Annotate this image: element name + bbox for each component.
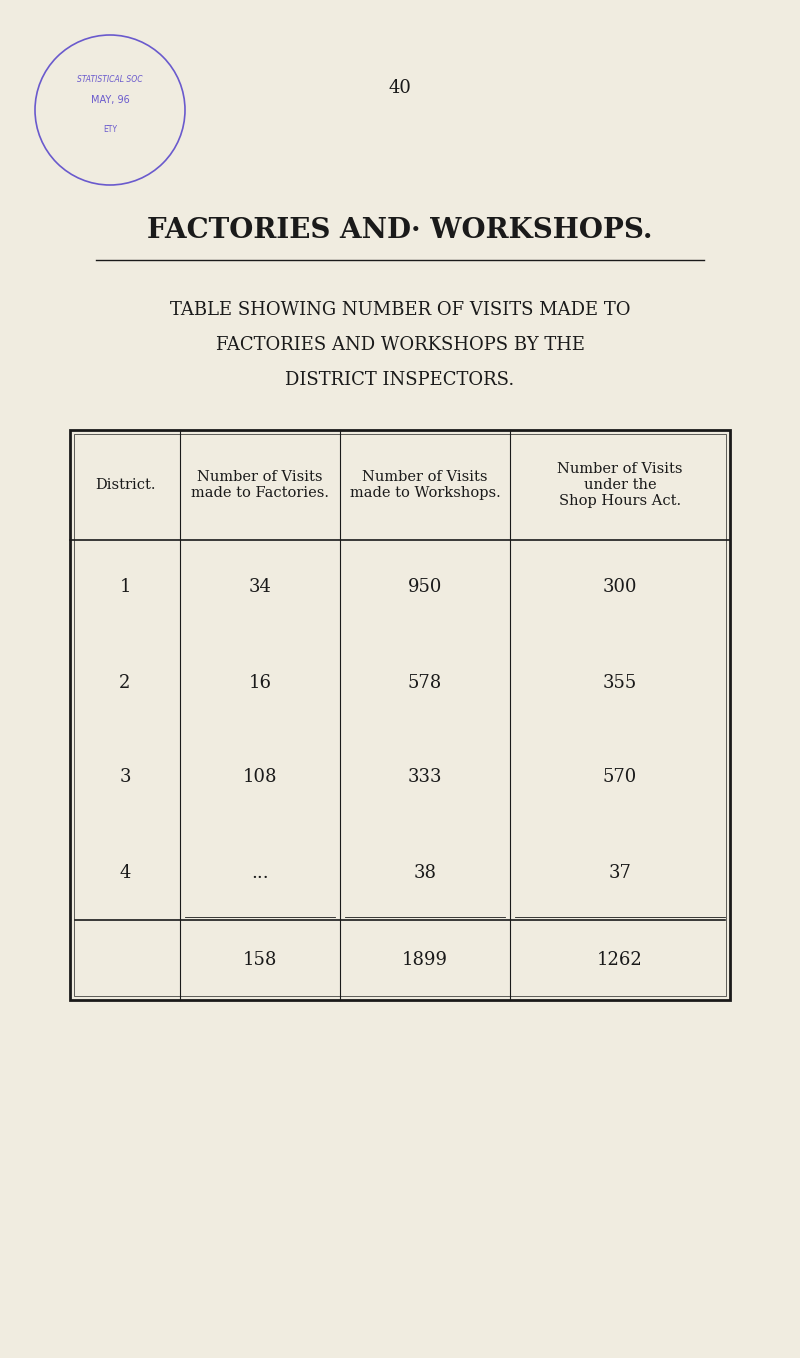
Text: 38: 38 bbox=[414, 864, 437, 881]
Text: 16: 16 bbox=[249, 674, 271, 691]
Text: MAY, 96: MAY, 96 bbox=[90, 95, 130, 105]
Text: FACTORIES AND WORKSHOPS BY THE: FACTORIES AND WORKSHOPS BY THE bbox=[215, 335, 585, 354]
Text: STATISTICAL SOC: STATISTICAL SOC bbox=[77, 76, 143, 84]
Bar bbox=[70, 430, 730, 999]
Text: 158: 158 bbox=[243, 951, 277, 970]
Text: 40: 40 bbox=[389, 79, 411, 96]
Text: District.: District. bbox=[94, 478, 155, 492]
Text: FACTORIES AND· WORKSHOPS.: FACTORIES AND· WORKSHOPS. bbox=[147, 216, 653, 243]
Text: Number of Visits
made to Factories.: Number of Visits made to Factories. bbox=[191, 470, 329, 500]
Text: 300: 300 bbox=[602, 579, 638, 596]
Text: 2: 2 bbox=[119, 674, 130, 691]
Text: 108: 108 bbox=[242, 769, 278, 786]
Text: 3: 3 bbox=[119, 769, 130, 786]
Bar bbox=[74, 435, 726, 995]
Text: 1899: 1899 bbox=[402, 951, 448, 970]
Text: 333: 333 bbox=[408, 769, 442, 786]
Text: 578: 578 bbox=[408, 674, 442, 691]
Text: ...: ... bbox=[251, 864, 269, 881]
Text: TABLE SHOWING NUMBER OF VISITS MADE TO: TABLE SHOWING NUMBER OF VISITS MADE TO bbox=[170, 301, 630, 319]
Text: Number of Visits
made to Workshops.: Number of Visits made to Workshops. bbox=[350, 470, 500, 500]
Text: 570: 570 bbox=[603, 769, 637, 786]
Text: 950: 950 bbox=[408, 579, 442, 596]
Text: Number of Visits
under the
Shop Hours Act.: Number of Visits under the Shop Hours Ac… bbox=[558, 462, 682, 508]
Text: 1262: 1262 bbox=[597, 951, 643, 970]
Text: DISTRICT INSPECTORS.: DISTRICT INSPECTORS. bbox=[286, 371, 514, 388]
Text: 34: 34 bbox=[249, 579, 271, 596]
Text: 4: 4 bbox=[119, 864, 130, 881]
Text: ETY: ETY bbox=[103, 125, 117, 134]
Text: 1: 1 bbox=[119, 579, 130, 596]
Text: 355: 355 bbox=[603, 674, 637, 691]
Text: 37: 37 bbox=[609, 864, 631, 881]
